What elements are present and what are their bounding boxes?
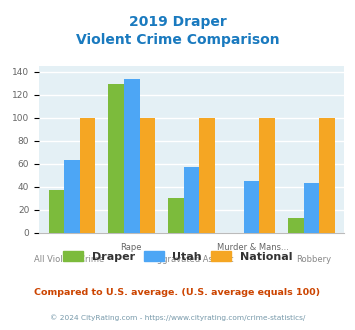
Text: Murder & Mans...: Murder & Mans... bbox=[217, 243, 289, 251]
Bar bbox=[80, 118, 95, 233]
Bar bbox=[49, 190, 64, 233]
Text: Aggravated Assault: Aggravated Assault bbox=[151, 255, 233, 264]
Bar bbox=[124, 79, 140, 233]
Bar bbox=[260, 118, 275, 233]
Text: Violent Crime Comparison: Violent Crime Comparison bbox=[76, 33, 279, 47]
Bar bbox=[319, 118, 335, 233]
Text: Compared to U.S. average. (U.S. average equals 100): Compared to U.S. average. (U.S. average … bbox=[34, 287, 321, 297]
Bar bbox=[140, 118, 155, 233]
Text: Robbery: Robbery bbox=[296, 255, 331, 264]
Bar bbox=[168, 198, 184, 233]
Text: All Violent Crime: All Violent Crime bbox=[34, 255, 105, 264]
Bar bbox=[304, 183, 319, 233]
Bar bbox=[64, 160, 80, 233]
Legend: Draper, Utah, National: Draper, Utah, National bbox=[58, 247, 297, 267]
Text: 2019 Draper: 2019 Draper bbox=[129, 15, 226, 29]
Text: © 2024 CityRating.com - https://www.cityrating.com/crime-statistics/: © 2024 CityRating.com - https://www.city… bbox=[50, 314, 305, 321]
Text: Rape: Rape bbox=[120, 243, 141, 251]
Bar bbox=[288, 218, 304, 233]
Bar bbox=[109, 84, 124, 233]
Bar bbox=[184, 167, 200, 233]
Bar bbox=[200, 118, 215, 233]
Bar bbox=[244, 181, 260, 233]
